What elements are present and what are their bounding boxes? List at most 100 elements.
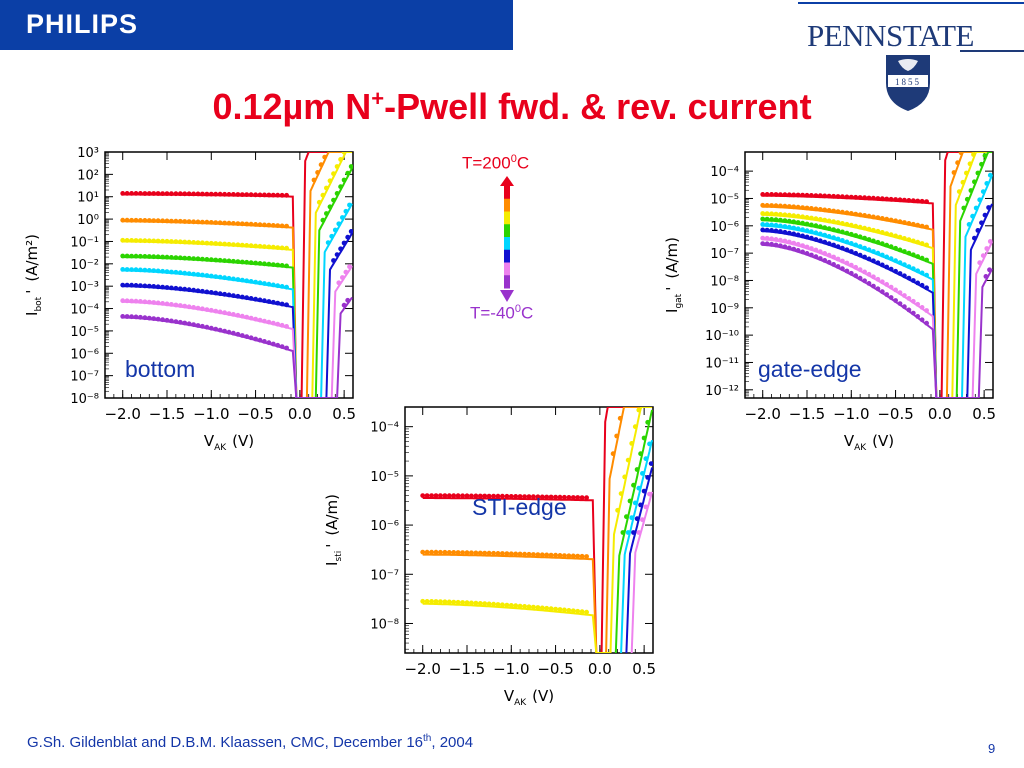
series-point xyxy=(182,239,188,245)
philips-header-bar: PHILIPS xyxy=(0,0,513,50)
series-point xyxy=(318,162,324,168)
series-point xyxy=(275,300,281,306)
series-point xyxy=(235,312,241,318)
series-point xyxy=(222,220,228,226)
series-point xyxy=(222,328,228,334)
series-point xyxy=(142,191,148,196)
series-point xyxy=(906,198,912,203)
series-point xyxy=(257,297,263,303)
series-point xyxy=(522,604,527,609)
series-point xyxy=(262,339,267,344)
series-point xyxy=(786,204,792,209)
series-point xyxy=(973,205,979,211)
series-point xyxy=(822,193,828,199)
series-point xyxy=(420,549,426,555)
series-point xyxy=(848,211,854,216)
series-point xyxy=(769,203,774,208)
series-point xyxy=(884,216,890,222)
series-point xyxy=(955,160,960,166)
series-point xyxy=(348,229,353,234)
series-point xyxy=(164,285,170,290)
series-point xyxy=(902,304,907,310)
series-point xyxy=(879,230,885,235)
series-point xyxy=(972,179,977,185)
y-tick-label: 10⁻⁵ xyxy=(370,470,399,485)
series-point xyxy=(773,192,779,197)
series-point xyxy=(760,211,766,216)
series-point xyxy=(958,152,964,156)
series-point xyxy=(124,298,130,304)
series-point xyxy=(643,504,649,510)
series-point xyxy=(813,247,819,253)
series-point xyxy=(169,218,174,224)
series-point xyxy=(270,223,276,228)
series-point xyxy=(279,344,285,349)
series-point xyxy=(191,322,197,327)
series-point xyxy=(884,264,890,270)
series-point xyxy=(809,193,814,198)
series-point xyxy=(438,549,443,555)
series-point xyxy=(800,205,805,210)
series-point xyxy=(226,258,232,264)
series-point xyxy=(840,221,845,226)
series-point xyxy=(517,494,523,499)
series-point xyxy=(239,333,245,338)
series-point xyxy=(800,249,805,255)
series-point xyxy=(155,300,161,306)
series-point xyxy=(648,461,653,466)
series-point xyxy=(208,273,214,279)
series-point xyxy=(142,267,148,273)
series-point xyxy=(831,219,836,225)
series-point xyxy=(977,260,983,266)
series-point xyxy=(624,514,629,520)
series-point xyxy=(629,441,635,446)
series-point xyxy=(133,283,139,288)
series-point xyxy=(831,254,836,260)
series-point xyxy=(866,247,872,253)
series-point xyxy=(769,228,774,233)
series-point xyxy=(831,262,836,267)
series-point xyxy=(813,193,819,198)
series-point xyxy=(848,231,854,237)
series-point xyxy=(262,192,267,198)
series-point xyxy=(879,216,885,221)
series-point xyxy=(248,192,254,198)
series-point xyxy=(186,271,192,276)
series-point xyxy=(239,242,245,248)
series-point xyxy=(248,243,254,249)
series-point xyxy=(835,228,841,234)
series-point xyxy=(620,530,626,535)
series-point xyxy=(213,241,219,246)
series-point xyxy=(146,218,152,223)
footer-text-end: , 2004 xyxy=(431,734,474,751)
series-point xyxy=(173,191,179,197)
series-point xyxy=(924,285,929,291)
series-point xyxy=(275,321,281,327)
series-point xyxy=(984,246,990,251)
series-point xyxy=(177,239,183,245)
series-point xyxy=(835,220,841,225)
series-point xyxy=(809,252,814,258)
series-point xyxy=(778,192,783,197)
chart-sti-edge: −2.0 −1.5 −1.0 −0.5 0.0 0.5 10⁻⁴ 10⁻⁵ 10⁻⁶ 10⁻⁷ 10… xyxy=(323,406,656,708)
series-point xyxy=(266,222,272,228)
x-tick-label: −2.0 xyxy=(744,405,780,423)
series-point xyxy=(919,270,925,276)
series-point xyxy=(345,297,351,303)
series-point xyxy=(239,259,245,265)
x-tick-label: −1.5 xyxy=(789,405,825,423)
series-point xyxy=(266,319,272,325)
series-point xyxy=(133,217,139,223)
series-point xyxy=(231,242,236,247)
series-point xyxy=(809,222,814,228)
series-point xyxy=(791,213,797,219)
series-point xyxy=(557,607,563,612)
y-tick-label: 10⁻¹² xyxy=(705,384,739,399)
series-point xyxy=(320,217,326,223)
series-point xyxy=(638,451,643,457)
series-line xyxy=(422,407,653,653)
series-point xyxy=(182,320,188,326)
series-point xyxy=(239,294,245,300)
temp-high-unit: C xyxy=(516,153,530,173)
series-point xyxy=(244,243,250,248)
